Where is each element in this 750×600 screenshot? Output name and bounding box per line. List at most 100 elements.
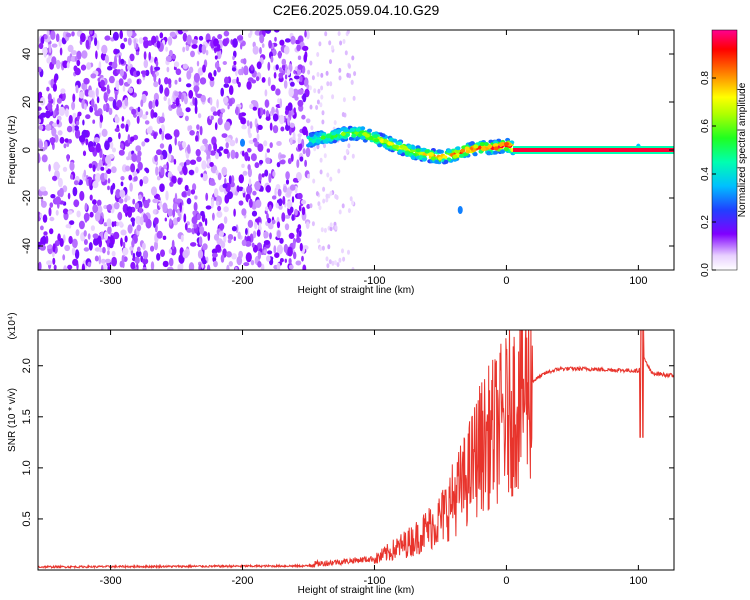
heatmap-blob [292, 131, 296, 140]
heatmap-ridge-blob [393, 144, 399, 149]
heatmap-blob [178, 143, 183, 151]
heatmap-blob [345, 148, 349, 154]
heatmap-blob [261, 43, 265, 48]
heatmap-blob [47, 93, 52, 102]
heatmap-blob [349, 196, 353, 202]
heatmap-blob [89, 211, 94, 218]
heatmap-blob [185, 159, 191, 166]
heatmap-blob [228, 85, 234, 96]
snr-xlabel: Height of straight line (km) [298, 585, 415, 596]
heatmap-ridge-blob [442, 155, 448, 160]
heatmap-blob [64, 244, 71, 252]
heatmap-blob [165, 190, 169, 201]
heatmap-blob [100, 86, 107, 92]
heatmap-blob [164, 77, 169, 85]
heatmap-blob [41, 235, 47, 246]
heatmap-blob [246, 120, 250, 127]
heatmap-blob [301, 199, 307, 205]
heatmap-ridge-blob [383, 139, 389, 144]
heatmap-blob [297, 64, 303, 70]
heatmap-blob [234, 191, 239, 196]
heatmap-blob [125, 165, 131, 172]
heatmap-blob [90, 73, 97, 79]
heatmap-blob [96, 199, 102, 207]
heatmap-blob [284, 74, 288, 80]
heatmap-blob [299, 156, 304, 162]
spectrogram-line [513, 146, 674, 154]
heatmap-blob [245, 252, 252, 263]
heatmap-blob [250, 64, 254, 71]
heatmap-blob [52, 97, 56, 106]
heatmap-blob [52, 122, 58, 128]
heatmap-blob [53, 264, 57, 270]
heatmap-blob [186, 34, 192, 45]
heatmap-blob [55, 209, 59, 216]
heatmap-blob [170, 104, 177, 109]
heatmap-blob [52, 243, 56, 253]
heatmap-blob [307, 69, 311, 75]
heatmap-blob [120, 229, 127, 236]
heatmap-ridge-blob [349, 127, 355, 132]
heatmap-blob [152, 209, 157, 215]
heatmap-blob [116, 99, 123, 108]
heatmap-blob [241, 208, 247, 216]
heatmap-blob [156, 149, 163, 156]
heatmap-blob [311, 221, 315, 227]
heatmap-blob [45, 110, 51, 119]
heatmap-blob [109, 141, 114, 149]
heatmap-ridge-blob [487, 144, 493, 149]
heatmap-blob [276, 162, 281, 168]
heatmap-blob [305, 147, 311, 158]
heatmap-blob [187, 144, 191, 154]
heatmap-blob [83, 212, 90, 222]
heatmap-blob [134, 202, 140, 210]
heatmap-blob [279, 67, 283, 73]
heatmap-blob [160, 249, 165, 257]
heatmap-blob [295, 39, 300, 45]
heatmap-blob [302, 264, 307, 270]
heatmap-blob [83, 239, 88, 245]
heatmap-blob [83, 247, 90, 252]
heatmap-blob [173, 61, 180, 68]
heatmap-blob [284, 214, 291, 219]
heatmap-blob [205, 192, 209, 201]
heatmap-blob [57, 130, 63, 136]
heatmap-blob [322, 186, 326, 192]
heatmap-blob [254, 181, 261, 191]
heatmap-blob [337, 31, 341, 37]
heatmap-blob [301, 255, 304, 262]
heatmap-ridge-blob [464, 146, 470, 151]
x-tick-label: 100 [629, 275, 647, 287]
heatmap-blob [131, 153, 138, 163]
y-tick-label: 20 [21, 96, 33, 108]
heatmap-blob [238, 200, 244, 206]
heatmap-blob [160, 167, 165, 176]
heatmap-blob [193, 202, 198, 212]
x-tick-label: -200 [232, 275, 254, 287]
heatmap-ridge-blob [336, 129, 342, 134]
heatmap-ridge-blob [500, 141, 506, 146]
heatmap-blob [46, 57, 51, 64]
heatmap-blob [150, 245, 155, 252]
heatmap-blob [46, 244, 53, 249]
heatmap-blob [86, 62, 92, 70]
heatmap-blob [156, 230, 163, 239]
heatmap-blob [230, 175, 235, 184]
heatmap-blob [302, 148, 306, 155]
heatmap-blob [341, 203, 345, 209]
heatmap-blob [227, 234, 234, 241]
heatmap-blob [111, 256, 117, 267]
heatmap-blob [98, 255, 102, 265]
heatmap-blob [62, 208, 69, 215]
heatmap-blob [95, 172, 101, 183]
spectrogram-heatmap [38, 30, 641, 270]
heatmap-blob [241, 66, 244, 76]
heatmap-blob [116, 221, 119, 227]
heatmap-blob [39, 212, 43, 219]
heatmap-blob [122, 241, 126, 248]
heatmap-ridge-blob [362, 132, 368, 136]
y-tick-label: 1.0 [21, 460, 33, 475]
heatmap-blob [91, 98, 95, 108]
heatmap-blob [103, 92, 108, 102]
